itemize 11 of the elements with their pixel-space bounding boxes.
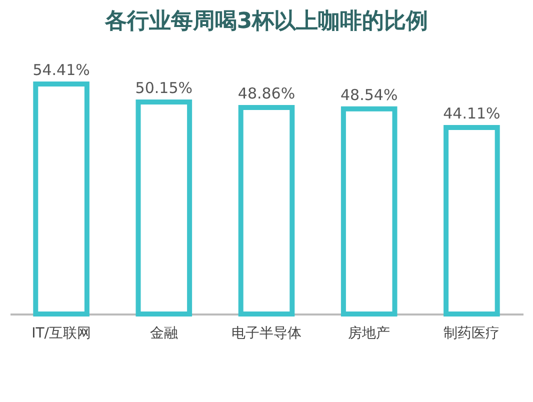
x-tick-label: 电子半导体	[232, 326, 302, 342]
chart-title: 各行业每周喝3杯以上咖啡的比例	[104, 9, 428, 34]
data-label: 48.54%	[340, 86, 398, 104]
data-label: 48.86%	[238, 84, 296, 102]
data-label: 50.15%	[135, 79, 192, 98]
x-tick-label: 房地产	[348, 326, 390, 342]
x-tick-label: 制药医疗	[444, 326, 500, 342]
data-label: 44.11%	[443, 104, 500, 123]
x-tick-label: 金融	[150, 326, 178, 342]
x-tick-label: IT/互联网	[32, 326, 92, 342]
data-label: 54.41%	[32, 61, 90, 79]
